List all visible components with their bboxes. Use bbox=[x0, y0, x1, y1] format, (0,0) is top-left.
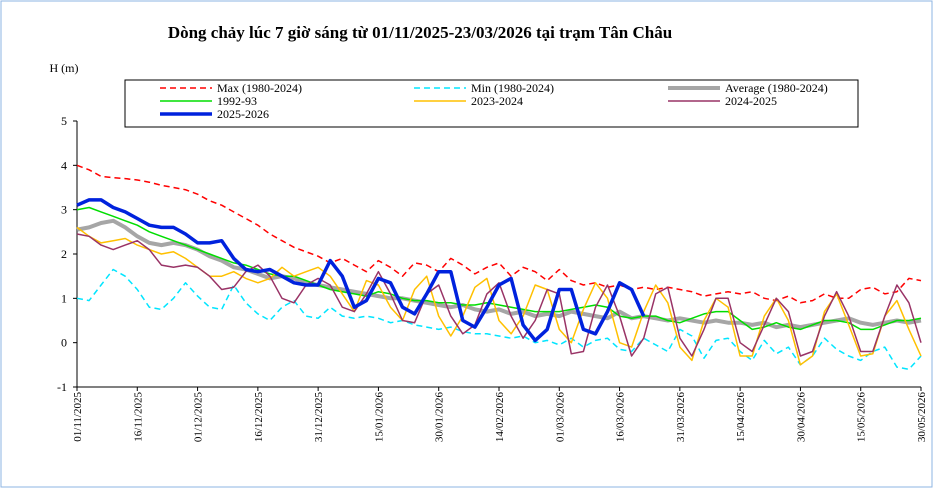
x-tick-label: 01/03/2026 bbox=[554, 392, 566, 443]
legend-label: Average (1980-2024) bbox=[725, 81, 828, 95]
x-tick-label: 14/02/2026 bbox=[494, 392, 506, 443]
y-tick-label: 2 bbox=[61, 247, 67, 261]
legend-label: Max (1980-2024) bbox=[217, 81, 302, 95]
x-tick-label: 15/04/2026 bbox=[735, 392, 747, 443]
legend-label: Min (1980-2024) bbox=[471, 81, 554, 95]
x-tick-label: 16/12/2025 bbox=[253, 392, 265, 443]
x-tick-label: 30/04/2026 bbox=[795, 392, 807, 443]
series-line bbox=[76, 268, 922, 371]
y-axis-label: H (m) bbox=[50, 61, 79, 75]
y-tick-label: 5 bbox=[61, 114, 67, 128]
y-tick-label: 4 bbox=[61, 158, 67, 172]
legend-box bbox=[124, 79, 859, 128]
x-tick-label: 30/01/2026 bbox=[434, 392, 446, 443]
y-tick-label: -1 bbox=[57, 380, 67, 394]
x-tick-label: 16/11/2025 bbox=[132, 392, 144, 442]
series-line bbox=[76, 218, 922, 330]
x-tick-label: 16/03/2026 bbox=[615, 392, 627, 443]
y-tick-label: 3 bbox=[61, 203, 67, 217]
legend-label: 1992-93 bbox=[217, 94, 257, 108]
x-tick-label: 31/12/2025 bbox=[313, 392, 325, 443]
x-tick-label: 31/03/2026 bbox=[675, 392, 687, 443]
x-tick-label: 01/11/2025 bbox=[72, 392, 84, 442]
legend-label: 2023-2024 bbox=[471, 94, 523, 108]
y-tick-label: 0 bbox=[61, 336, 67, 350]
series-line bbox=[76, 233, 922, 357]
chart-title: Dòng chảy lúc 7 giờ sáng từ 01/11/2025-2… bbox=[168, 23, 672, 42]
series-line bbox=[76, 198, 646, 343]
x-tick-label: 01/12/2025 bbox=[193, 392, 205, 443]
x-tick-label: 15/01/2026 bbox=[373, 392, 385, 443]
series-line bbox=[76, 226, 922, 366]
legend-label: 2024-2025 bbox=[725, 94, 777, 108]
x-tick-label: 15/05/2026 bbox=[856, 392, 868, 443]
legend-label: 2025-2026 bbox=[217, 107, 269, 121]
x-tick-label: 30/05/2026 bbox=[916, 392, 928, 443]
y-tick-label: 1 bbox=[61, 291, 67, 305]
series-line bbox=[76, 206, 922, 331]
